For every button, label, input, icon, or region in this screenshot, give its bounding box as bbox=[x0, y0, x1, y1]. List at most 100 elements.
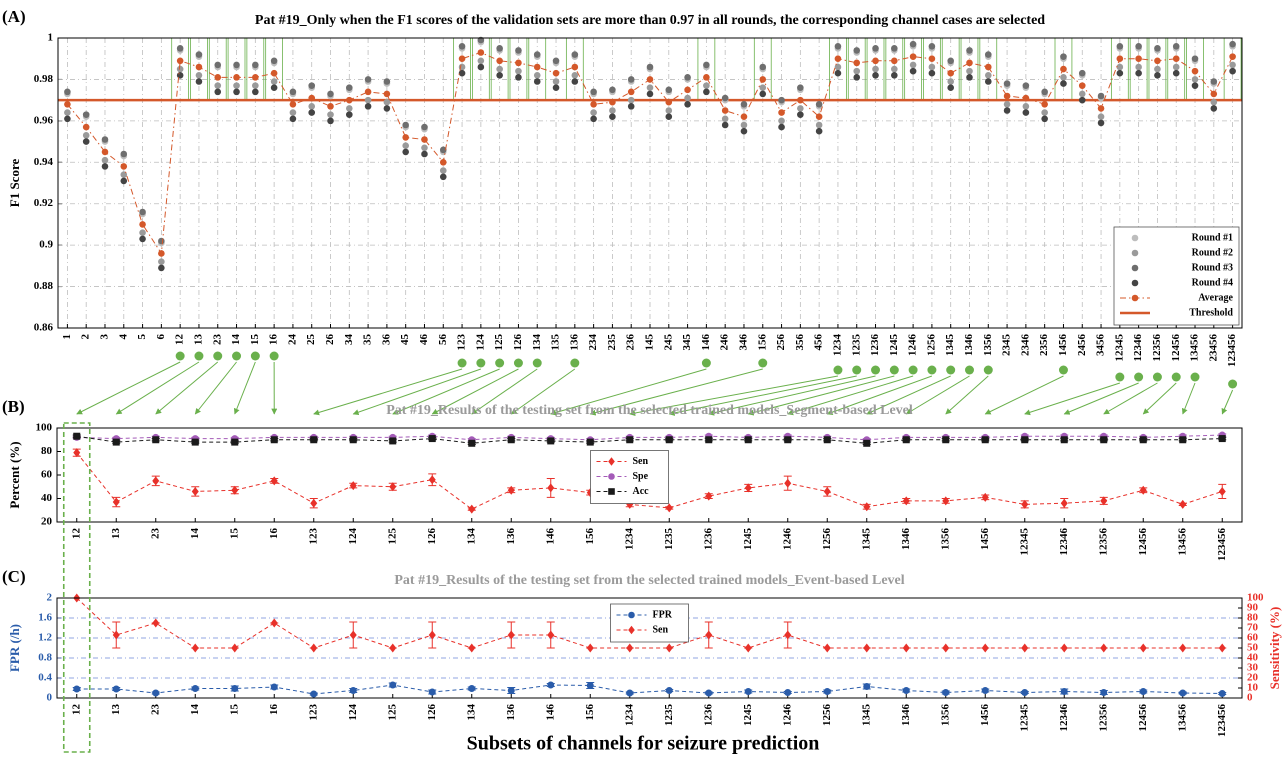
marker bbox=[590, 100, 597, 108]
x-tick-label: 136 bbox=[505, 528, 517, 545]
marker bbox=[759, 76, 767, 83]
marker bbox=[853, 74, 861, 81]
legend-label: Sen bbox=[633, 456, 649, 467]
plot-frame bbox=[57, 37, 1243, 329]
connector-arrow bbox=[1142, 382, 1177, 415]
x-tick-label: 12346 bbox=[1058, 528, 1070, 556]
selection-dot bbox=[457, 358, 467, 368]
marker bbox=[1100, 643, 1108, 653]
x-tick-label: 2346 bbox=[1019, 334, 1031, 357]
panel-label: (B) bbox=[2, 397, 25, 416]
marker bbox=[1210, 98, 1218, 106]
y-axis-title: F1 Score bbox=[7, 159, 22, 208]
marker bbox=[364, 88, 372, 96]
marker bbox=[1229, 40, 1236, 48]
marker bbox=[327, 90, 334, 98]
marker bbox=[609, 107, 616, 114]
marker bbox=[1041, 88, 1048, 96]
x-tick-label: 1456 bbox=[1057, 334, 1069, 357]
marker bbox=[533, 78, 541, 85]
marker bbox=[928, 42, 936, 50]
marker bbox=[289, 109, 297, 116]
y-axis-title: FPR (/h) bbox=[7, 624, 22, 672]
marker bbox=[966, 67, 973, 75]
y-tick-label: 0.9 bbox=[39, 239, 53, 251]
marker bbox=[1154, 71, 1161, 79]
x-tick-label: 1246 bbox=[781, 528, 793, 551]
marker bbox=[797, 111, 804, 118]
x-tick-label: 156 bbox=[584, 704, 596, 721]
marker bbox=[439, 146, 447, 154]
marker bbox=[586, 643, 594, 653]
marker bbox=[310, 498, 318, 508]
marker bbox=[439, 158, 447, 166]
marker bbox=[1100, 436, 1108, 444]
marker bbox=[383, 105, 391, 112]
y-tick-label: 1.2 bbox=[38, 632, 52, 644]
marker bbox=[571, 63, 579, 71]
connector-arrow bbox=[589, 368, 763, 416]
marker bbox=[684, 100, 691, 108]
marker bbox=[740, 121, 748, 129]
marker bbox=[863, 502, 871, 512]
marker bbox=[1097, 92, 1105, 100]
marker bbox=[872, 57, 879, 65]
marker bbox=[1139, 485, 1147, 495]
connector-arrow bbox=[826, 375, 933, 415]
marker bbox=[1154, 45, 1161, 52]
x-tick-label: 12345 bbox=[1113, 334, 1125, 362]
marker bbox=[515, 67, 522, 75]
x-tick-label: 12356 bbox=[1097, 704, 1109, 732]
marker bbox=[966, 74, 973, 81]
x-tick-label: 23 bbox=[211, 334, 223, 346]
y2-tick-label: 20 bbox=[1247, 672, 1259, 684]
marker bbox=[349, 481, 357, 491]
selection-dot bbox=[232, 351, 242, 361]
marker bbox=[627, 76, 635, 83]
marker bbox=[1218, 435, 1226, 443]
x-tick-label: 14 bbox=[189, 704, 201, 716]
marker bbox=[1116, 42, 1124, 50]
connector-arrow bbox=[984, 375, 1064, 415]
marker bbox=[158, 258, 165, 266]
marker bbox=[778, 123, 785, 131]
marker bbox=[496, 71, 503, 79]
x-tick-label: 12 bbox=[70, 704, 82, 716]
marker bbox=[176, 45, 184, 52]
marker bbox=[270, 476, 278, 486]
marker bbox=[1172, 55, 1180, 63]
x-tick-label: 23456 bbox=[1207, 334, 1219, 362]
selection-dot bbox=[908, 365, 918, 375]
x-tick-label: 1234 bbox=[623, 528, 635, 551]
marker bbox=[270, 78, 278, 85]
marker bbox=[552, 84, 560, 92]
marker bbox=[705, 491, 713, 501]
marker bbox=[947, 69, 954, 77]
x-tick-label: 146 bbox=[700, 334, 712, 351]
marker bbox=[571, 78, 579, 85]
marker bbox=[346, 96, 353, 104]
marker bbox=[1100, 496, 1108, 506]
legend-marker bbox=[1131, 294, 1139, 302]
x-tick-label: 123 bbox=[307, 704, 319, 721]
marker bbox=[389, 681, 397, 689]
x-tick-label: 123456 bbox=[1216, 704, 1228, 738]
marker bbox=[1078, 69, 1086, 77]
connector-arrow bbox=[76, 361, 181, 415]
x-tick-label: 34 bbox=[343, 334, 355, 346]
marker bbox=[552, 69, 560, 77]
y2-tick-label: 30 bbox=[1247, 662, 1259, 674]
marker bbox=[515, 74, 522, 81]
marker bbox=[270, 436, 278, 444]
legend-marker bbox=[1131, 249, 1139, 257]
y2-axis-title: Sensitivity (%) bbox=[1267, 607, 1282, 690]
marker bbox=[428, 475, 436, 485]
marker bbox=[1041, 100, 1048, 108]
marker bbox=[552, 57, 560, 65]
x-tick-label: 345 bbox=[681, 334, 693, 351]
marker bbox=[82, 138, 90, 145]
marker bbox=[590, 115, 597, 123]
marker bbox=[515, 47, 522, 54]
y-tick-label: 2 bbox=[47, 592, 53, 604]
marker bbox=[703, 88, 710, 96]
